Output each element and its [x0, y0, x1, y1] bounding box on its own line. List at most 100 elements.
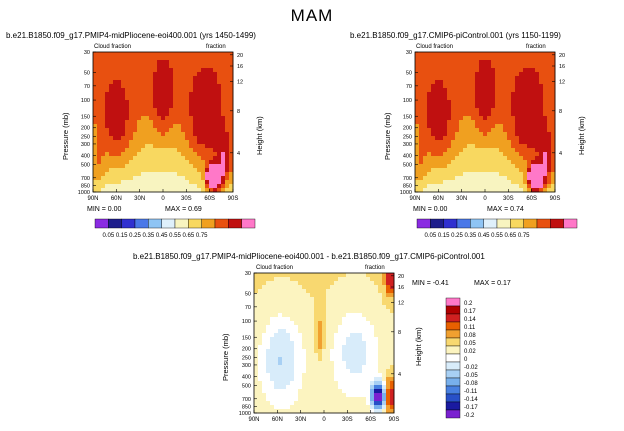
heatmap-cell: [129, 140, 134, 145]
heatmap-cell: [185, 104, 190, 109]
heatmap-cell: [229, 184, 234, 189]
heatmap-cell: [217, 84, 222, 89]
heatmap-cell: [133, 108, 138, 113]
heatmap-cell: [366, 297, 371, 302]
heatmap-cell: [125, 188, 130, 193]
heatmap-cell: [290, 365, 295, 370]
heatmap-cell: [266, 305, 271, 310]
heatmap-cell: [515, 152, 520, 157]
heatmap-cell: [137, 76, 142, 81]
heatmap-cell: [539, 176, 544, 181]
heatmap-cell: [463, 92, 468, 97]
heatmap-cell: [419, 104, 424, 109]
heatmap-cell: [543, 68, 548, 73]
heatmap-cell: [294, 285, 299, 290]
heatmap-cell: [165, 128, 170, 133]
heatmap-cell: [105, 68, 110, 73]
heatmap-cell: [338, 329, 343, 334]
heatmap-cell: [105, 140, 110, 145]
heatmap-cell: [386, 273, 391, 278]
heatmap-cell: [177, 108, 182, 113]
heatmap-cell: [475, 180, 480, 185]
heatmap-cell: [487, 104, 492, 109]
heatmap-cell: [354, 377, 359, 382]
heatmap-cell: [278, 377, 283, 382]
heatmap-cell: [302, 381, 307, 386]
colorbar-label: -0.14: [464, 397, 478, 403]
heatmap-cell: [423, 112, 428, 117]
heatmap-cell: [431, 132, 436, 137]
heatmap-cell: [451, 140, 456, 145]
heatmap-cell: [386, 357, 391, 362]
heatmap-cell: [354, 289, 359, 294]
heatmap-cell: [503, 52, 508, 57]
heatmap-cell: [270, 313, 275, 318]
heatmap-cell: [109, 180, 114, 185]
heatmap-cell: [447, 188, 452, 193]
heatmap-cell: [105, 112, 110, 117]
heatmap-cell: [531, 56, 536, 61]
heatmap-cell: [121, 164, 126, 169]
heatmap-cell: [282, 313, 287, 318]
heatmap-cell: [133, 188, 138, 193]
heatmap-cell: [463, 68, 468, 73]
heatmap-cell: [390, 409, 395, 414]
heatmap-cell: [278, 309, 283, 314]
heatmap-cell: [141, 80, 146, 85]
heatmap-cell: [499, 84, 504, 89]
heatmap-cell: [141, 56, 146, 61]
heatmap-cell: [447, 92, 452, 97]
heatmap-cell: [471, 184, 476, 189]
heatmap-cell: [475, 160, 480, 165]
heatmap-cell: [105, 72, 110, 77]
heatmap-cell: [93, 152, 98, 157]
heatmap-cell: [201, 64, 206, 69]
heatmap-cell: [205, 56, 210, 61]
heatmap-cell: [491, 152, 496, 157]
heatmap-cell: [342, 313, 347, 318]
heatmap-cell: [543, 104, 548, 109]
heatmap-cell: [101, 120, 106, 125]
heatmap-cell: [459, 144, 464, 149]
heatmap-cell: [527, 92, 532, 97]
heatmap-cell: [435, 104, 440, 109]
heatmap-cell: [169, 108, 174, 113]
heatmap-cell: [507, 172, 512, 177]
heatmap-cell: [314, 345, 319, 350]
heatmap-cell: [318, 405, 323, 410]
heatmap-cell: [386, 337, 391, 342]
heatmap-cell: [322, 313, 327, 318]
heatmap-cell: [330, 393, 335, 398]
heatmap-cell: [539, 60, 544, 65]
heatmap-cell: [302, 349, 307, 354]
heatmap-cell: [173, 100, 178, 105]
heatmap-cell: [547, 124, 552, 129]
heatmap-cell: [427, 120, 432, 125]
panel1-plot: 90N 60N 30N 0 30S 60S 90S305070100150200250300…: [78, 50, 243, 202]
heatmap-cell: [370, 289, 375, 294]
heatmap-cell: [378, 325, 383, 330]
heatmap-cell: [173, 188, 178, 193]
heatmap-cell: [157, 116, 162, 121]
heatmap-cell: [475, 76, 480, 81]
heatmap-cell: [282, 341, 287, 346]
heatmap-cell: [298, 301, 303, 306]
heatmap-cell: [270, 305, 275, 310]
heatmap-cell: [358, 289, 363, 294]
heatmap-cell: [105, 56, 110, 61]
heatmap-cell: [290, 317, 295, 322]
heatmap-cell: [419, 160, 424, 165]
heatmap-cell: [97, 96, 102, 101]
heatmap-cell: [487, 180, 492, 185]
heatmap-cell: [201, 160, 206, 165]
heatmap-cell: [181, 104, 186, 109]
heatmap-cell: [165, 104, 170, 109]
heatmap-cell: [443, 168, 448, 173]
heatmap-cell: [503, 164, 508, 169]
heatmap-cell: [531, 76, 536, 81]
colorbar-label: 0.2: [464, 301, 473, 307]
heatmap-cell: [330, 285, 335, 290]
heatmap-cell: [354, 317, 359, 322]
heatmap-cell: [286, 373, 291, 378]
heatmap-cell: [390, 337, 395, 342]
